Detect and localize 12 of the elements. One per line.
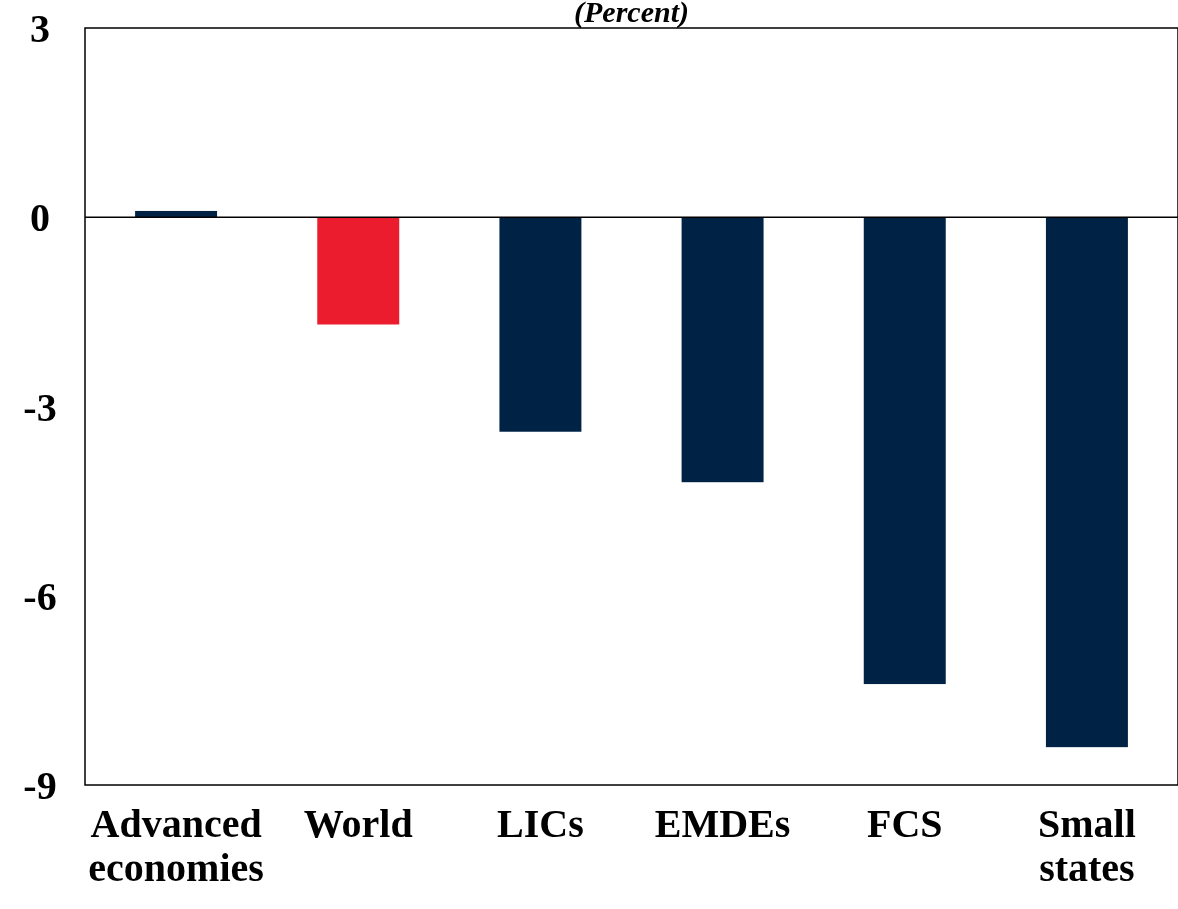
x-tick-label: Advanced economies: [88, 801, 264, 890]
y-tick-label: -9: [23, 763, 57, 808]
chart-subtitle: (Percent): [574, 0, 689, 29]
y-tick-label: -3: [23, 384, 57, 430]
y-tick-label: 0: [30, 195, 50, 241]
x-tick-label: LICs: [497, 801, 584, 846]
x-tick-label: World: [303, 801, 413, 846]
x-tick-label: EMDEs: [654, 801, 791, 846]
y-tick-label: 3: [30, 6, 50, 51]
x-tick-label: FCS: [866, 801, 943, 846]
y-tick-label: -6: [23, 573, 57, 619]
x-tick-label: Small states: [1038, 801, 1136, 890]
